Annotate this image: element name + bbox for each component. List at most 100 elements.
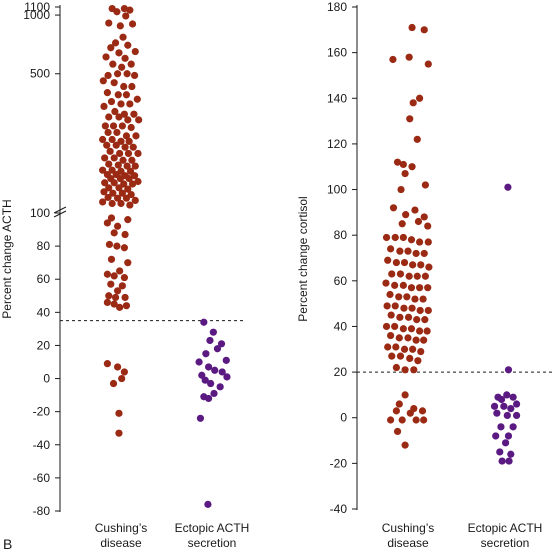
left-y-axis-title: Percent change ACTH (0, 199, 14, 318)
left-point-cushings (114, 222, 122, 230)
left-point-ectopic (207, 379, 215, 388)
left-point-cushings (114, 194, 122, 202)
right-point-cushings (401, 366, 409, 374)
right-point-cushings (421, 181, 429, 189)
right-point-cushings (406, 115, 414, 123)
left-point-cushings (120, 82, 128, 91)
right-y-tick-label: 140 (327, 91, 347, 105)
left-point-cushings (108, 135, 116, 144)
right-point-ectopic (498, 457, 506, 465)
left-point-cushings (107, 214, 116, 222)
right-point-cushings (405, 53, 413, 61)
right-point-cushings (411, 295, 419, 303)
left-point-cushings (125, 174, 133, 183)
left-point-cushings (118, 122, 126, 130)
right-category-label-cushings-line1: Cushing’s (382, 521, 434, 535)
left-point-cushings (116, 303, 124, 311)
left-point-cushings (134, 177, 142, 186)
right-point-cushings (389, 55, 397, 64)
left-point-cushings (111, 293, 120, 302)
left-y-tick-label: -40 (33, 438, 51, 452)
left-point-cushings (135, 116, 143, 124)
left-point-cushings (105, 240, 114, 249)
left-point-cushings (105, 19, 113, 27)
left-point-cushings (116, 267, 124, 275)
left-point-cushings (124, 216, 132, 224)
left-point-cushings (114, 363, 122, 371)
left-point-cushings (115, 409, 123, 417)
left-point-cushings (107, 280, 115, 288)
right-point-cushings (387, 245, 395, 253)
left-point-ectopic (200, 318, 208, 326)
right-point-cushings (399, 160, 407, 169)
left-category-label-ectopic-line1: Ectopic ACTH (175, 521, 250, 535)
right-point-cushings (387, 416, 395, 424)
left-category-label-cushings-line1: Cushing’s (95, 521, 147, 535)
right-point-cushings (387, 331, 395, 340)
right-point-ectopic (501, 439, 510, 447)
left-point-cushings (113, 8, 121, 16)
left-point-cushings (110, 179, 118, 187)
left-point-cushings (100, 102, 108, 110)
right-y-tick-label: 120 (327, 137, 347, 151)
left-point-cushings (131, 71, 139, 80)
left-point-cushings (112, 141, 120, 149)
right-point-cushings (392, 407, 400, 415)
left-y-tick-label: 1100 (24, 0, 50, 14)
left-point-cushings (122, 12, 130, 20)
right-point-cushings (416, 327, 424, 335)
right-point-cushings (392, 258, 400, 267)
right-category-label-cushings-line2: disease (387, 536, 429, 550)
right-point-cushings (413, 316, 421, 324)
left-point-cushings (131, 162, 139, 170)
right-point-cushings (419, 295, 427, 303)
right-y-tick-label: 180 (327, 0, 347, 14)
left-axis-break-mark-upper (53, 206, 67, 214)
right-point-cushings (388, 352, 396, 360)
left-point-ectopic (204, 500, 212, 508)
right-point-cushings (401, 441, 409, 449)
right-point-cushings (404, 247, 412, 255)
left-point-ectopic (195, 358, 203, 366)
right-point-cushings (412, 416, 420, 424)
right-point-cushings (384, 343, 392, 351)
right-point-cushings (408, 304, 416, 312)
right-point-cushings (406, 354, 414, 362)
right-point-cushings (413, 272, 421, 280)
left-y-tick-label: 20 (37, 338, 51, 352)
right-point-cushings (407, 325, 416, 333)
right-point-ectopic (503, 411, 511, 420)
right-point-cushings (420, 213, 428, 221)
left-category-label-ectopic-line2: secretion (188, 536, 237, 550)
right-point-cushings (408, 23, 416, 32)
left-y-tick-label: -20 (33, 405, 51, 419)
right-point-cushings (398, 416, 406, 424)
right-point-ectopic (492, 432, 500, 440)
left-y-tick-label: 80 (37, 239, 51, 253)
right-y-tick-label: 0 (340, 411, 347, 425)
right-point-cushings (406, 409, 414, 417)
right-point-ectopic (496, 448, 504, 456)
right-point-cushings (404, 334, 412, 342)
left-point-ectopic (222, 356, 230, 364)
left-point-cushings (125, 137, 133, 145)
right-point-ectopic (497, 395, 506, 404)
right-point-cushings (425, 263, 433, 271)
right-point-cushings (418, 407, 427, 415)
left-point-cushings (115, 184, 123, 192)
right-point-cushings (400, 258, 409, 267)
right-point-cushings (396, 313, 404, 321)
left-point-cushings (123, 70, 131, 78)
left-category-label-cushings-line2: disease (100, 536, 142, 550)
right-point-cushings (383, 302, 391, 310)
left-point-cushings (119, 33, 127, 41)
left-point-cushings (103, 270, 111, 278)
left-point-cushings (121, 230, 129, 239)
left-point-cushings (122, 302, 131, 310)
right-point-ectopic (513, 411, 521, 420)
left-point-cushings (119, 156, 127, 164)
right-point-cushings (414, 217, 423, 226)
right-point-cushings (411, 206, 419, 214)
left-point-ectopic (210, 389, 218, 398)
